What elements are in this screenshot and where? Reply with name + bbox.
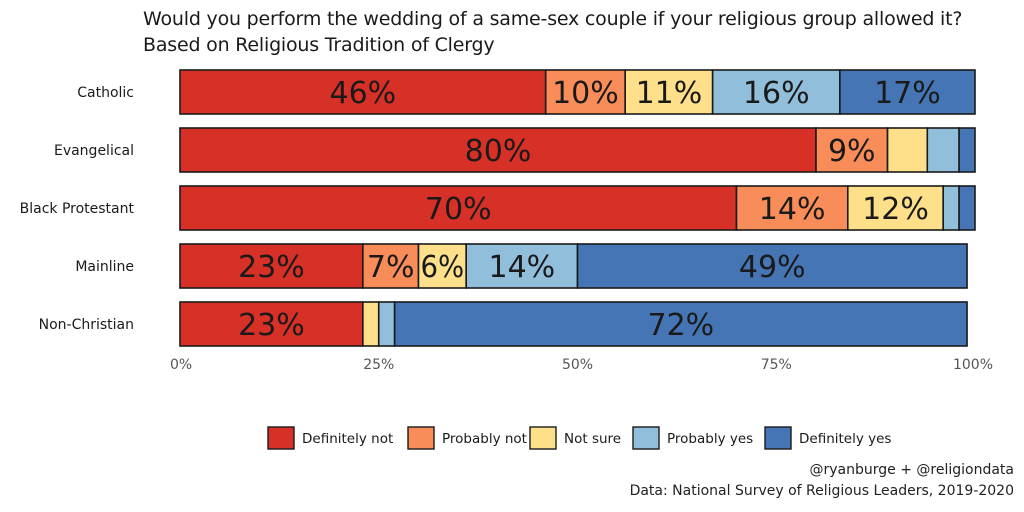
data-label-non-christian-definitely_yes: 72% — [648, 308, 715, 343]
data-label-mainline-definitely_yes: 49% — [739, 250, 806, 285]
data-label-black-protestant-definitely_not: 70% — [425, 192, 492, 227]
bar-catholic-definitely_not — [179, 69, 547, 115]
legend: Definitely not Probably not Not sure Probab… — [267, 426, 891, 450]
x-axis: 0% 25% 50% 75% 100% — [170, 357, 993, 373]
bar-black-protestant-probably_yes — [942, 185, 960, 231]
bars-layer: 46% 10% 11% 16% 17% 80% 9% 70% 14% 12% 23% 7% 6% 14% 4… — [179, 69, 976, 347]
x-tick-label-50: 50% — [562, 357, 593, 373]
data-label-catholic-definitely_not: 46% — [330, 76, 397, 111]
legend-swatch-definitely_not — [267, 426, 295, 450]
bar-evangelical-definitely_not — [179, 127, 817, 173]
legend-label-not_sure: Not sure — [564, 431, 621, 447]
bar-non-christian-definitely_yes — [393, 301, 968, 347]
bar-catholic-not_sure — [624, 69, 714, 115]
x-tick-label-0: 0% — [170, 357, 192, 373]
data-label-evangelical-probably_not: 9% — [828, 134, 876, 169]
bar-catholic-definitely_yes — [839, 69, 976, 115]
bar-mainline-not_sure — [417, 243, 468, 289]
bar-black-protestant-probably_not — [735, 185, 849, 231]
data-label-catholic-not_sure: 11% — [636, 76, 703, 111]
bar-mainline-definitely_yes — [576, 243, 968, 289]
category-label-catholic: Catholic — [77, 85, 134, 101]
legend-label-probably_yes: Probably yes — [667, 431, 753, 447]
data-label-black-protestant-not_sure: 12% — [862, 192, 929, 227]
x-tick-label-100: 100% — [953, 357, 993, 373]
data-label-non-christian-definitely_not: 23% — [238, 308, 305, 343]
bar-black-protestant-definitely_not — [179, 185, 738, 231]
category-axis: Catholic Evangelical Black Protestant Mainl… — [20, 85, 135, 333]
legend-label-probably_not: Probably not — [442, 431, 527, 447]
data-label-catholic-definitely_yes: 17% — [874, 76, 941, 111]
credit-source: Data: National Survey of Religious Leade… — [629, 483, 1014, 499]
credit-handle: @ryanburge + @religiondata — [809, 462, 1014, 478]
bar-evangelical-probably_yes — [926, 127, 960, 173]
data-label-catholic-probably_not: 10% — [552, 76, 619, 111]
data-label-mainline-not_sure: 6% — [421, 250, 465, 285]
bar-evangelical-not_sure — [886, 127, 929, 173]
bar-evangelical-definitely_yes — [958, 127, 976, 173]
chart-title: Would you perform the wedding of a same-… — [143, 8, 963, 30]
legend-label-definitely_yes: Definitely yes — [799, 431, 891, 447]
legend-swatch-probably_yes — [632, 426, 660, 450]
chart-subtitle: Based on Religious Tradition of Clergy — [143, 34, 495, 56]
bar-catholic-probably_yes — [711, 69, 841, 115]
category-label-non-christian: Non-Christian — [39, 317, 134, 333]
data-label-catholic-probably_yes: 16% — [743, 76, 810, 111]
data-label-evangelical-definitely_not: 80% — [465, 134, 532, 169]
chart-title-block: Would you perform the wedding of a same-… — [143, 6, 962, 58]
bar-mainline-probably_not — [362, 243, 420, 289]
bar-non-christian-not_sure — [362, 301, 380, 347]
data-label-mainline-probably_yes: 14% — [489, 250, 556, 285]
legend-swatch-not_sure — [529, 426, 557, 450]
legend-swatch-probably_not — [407, 426, 435, 450]
x-tick-label-25: 25% — [363, 357, 394, 373]
legend-swatch-definitely_yes — [764, 426, 792, 450]
legend-label-definitely_not: Definitely not — [302, 431, 393, 447]
bar-black-protestant-definitely_yes — [958, 185, 976, 231]
data-label-mainline-probably_not: 7% — [367, 250, 415, 285]
data-label-black-protestant-probably_not: 14% — [759, 192, 826, 227]
bar-mainline-definitely_not — [179, 243, 364, 289]
category-label-mainline: Mainline — [75, 259, 134, 275]
bar-non-christian-probably_yes — [377, 301, 396, 347]
category-label-evangelical: Evangelical — [54, 143, 134, 159]
bar-non-christian-definitely_not — [179, 301, 364, 347]
category-label-black-protestant: Black Protestant — [20, 201, 135, 217]
x-tick-label-75: 75% — [761, 357, 792, 373]
bar-evangelical-probably_not — [815, 127, 889, 173]
data-label-mainline-definitely_not: 23% — [238, 250, 305, 285]
